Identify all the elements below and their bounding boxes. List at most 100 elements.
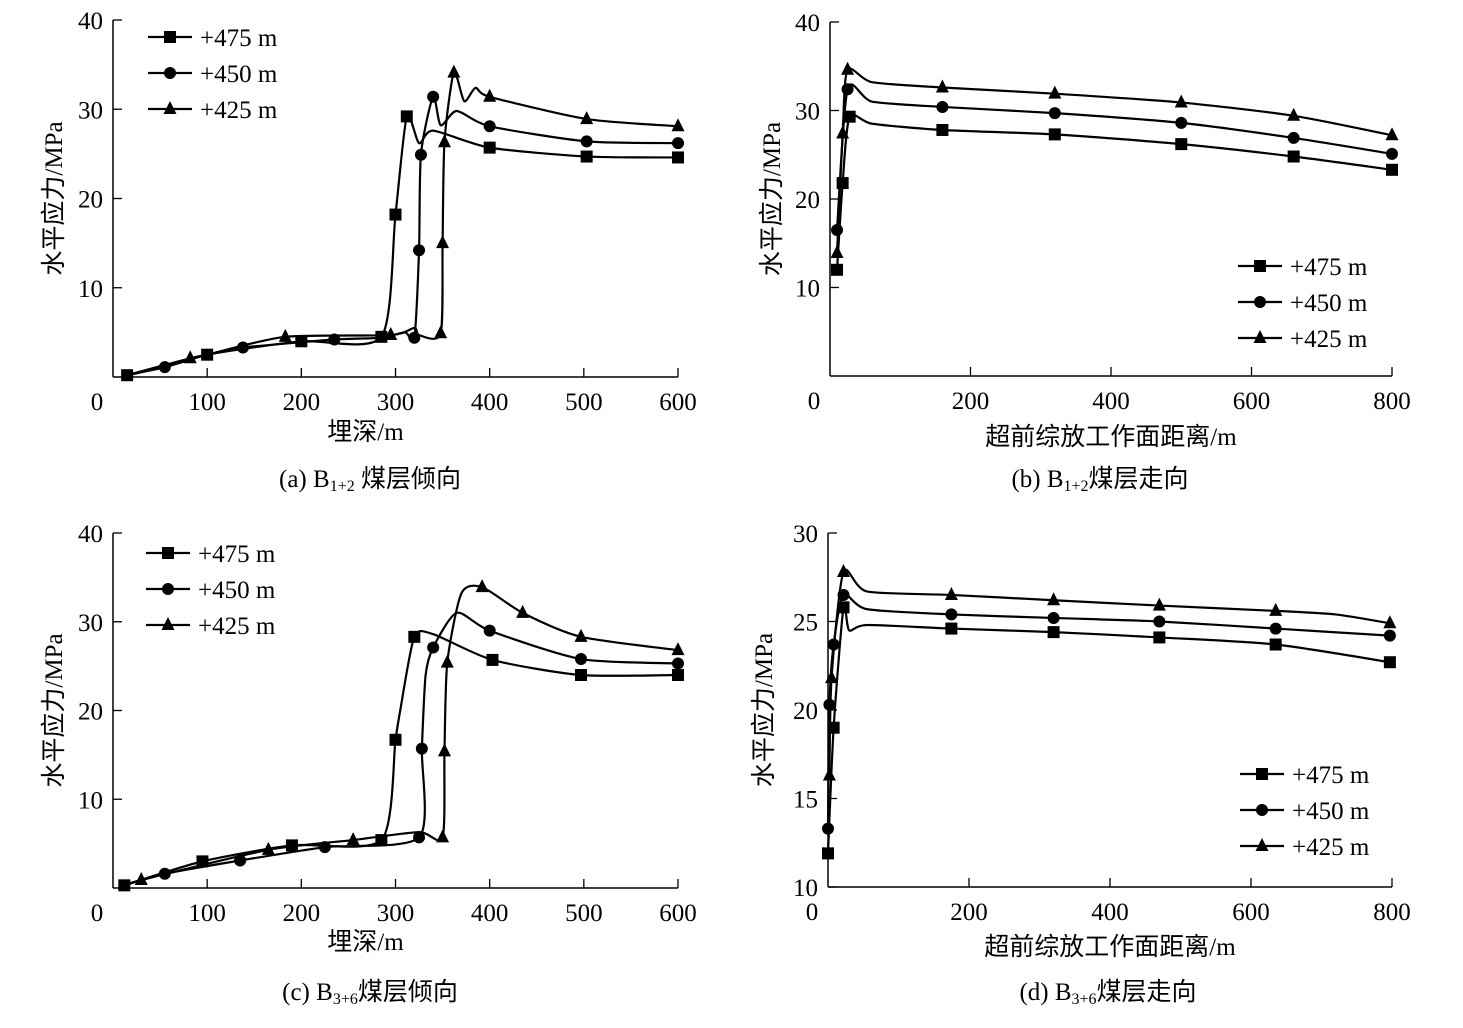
data-point-triangle xyxy=(822,767,836,781)
x-tick-label: 800 xyxy=(1373,899,1411,926)
data-point-triangle xyxy=(440,654,454,668)
x-tick-label: 800 xyxy=(1373,388,1411,415)
data-point-circle xyxy=(413,831,426,844)
caption-suffix: 煤层走向 xyxy=(1089,465,1189,493)
data-point-circle xyxy=(427,641,440,654)
x-axis-label: 埋深/m xyxy=(327,928,404,956)
x-axis-label: 超前综放工作面距离/m xyxy=(984,933,1236,961)
y-tick-label: 40 xyxy=(78,8,103,35)
x-tick-label: 600 xyxy=(659,900,697,927)
x-tick-label: 0 xyxy=(806,899,819,926)
legend-label: +425 m xyxy=(198,613,276,640)
data-point-triangle xyxy=(134,872,148,886)
x-tick-label: 600 xyxy=(1232,899,1270,926)
data-point-circle xyxy=(1287,131,1300,144)
data-point-square xyxy=(400,110,413,123)
data-point-circle xyxy=(1386,147,1398,160)
caption-prefix: (d) B xyxy=(1019,979,1071,1006)
caption-prefix: (b) B xyxy=(1011,466,1063,493)
data-point-square xyxy=(1047,626,1060,639)
y-axis-label: 水平应力/MPa xyxy=(40,121,68,275)
series-square xyxy=(118,629,684,892)
data-point-square xyxy=(1153,631,1166,644)
y-axis-label: 水平应力/MPa xyxy=(40,633,68,787)
caption-subscript: 3+6 xyxy=(333,991,358,1008)
series-circle xyxy=(123,611,684,887)
y-tick-label: 30 xyxy=(78,610,103,637)
y-tick-label: 40 xyxy=(78,521,103,548)
data-point-triangle xyxy=(841,61,855,75)
chart-caption: (a) B1+2 煤层倾向 xyxy=(279,465,461,495)
data-point-square xyxy=(672,151,684,164)
y-tick-label: 10 xyxy=(793,875,818,902)
series-line xyxy=(828,568,1391,776)
x-tick-label: 300 xyxy=(377,389,415,416)
data-point-circle xyxy=(1153,615,1166,628)
x-tick-label: 600 xyxy=(1233,388,1271,415)
data-point-triangle xyxy=(1383,615,1397,629)
series-square xyxy=(121,110,684,382)
legend-marker-circle xyxy=(1254,296,1266,308)
legend: +475 m +450 m +425 m xyxy=(146,541,276,640)
data-point-square xyxy=(672,669,684,681)
y-tick-label: 25 xyxy=(793,610,818,637)
data-point-circle xyxy=(1269,622,1282,635)
data-point-circle xyxy=(672,137,684,150)
series-triangle xyxy=(126,64,685,377)
x-tick-label: 600 xyxy=(659,389,697,416)
chart-caption: (b) B1+2煤层走向 xyxy=(1011,465,1188,495)
legend-label: +475 m xyxy=(200,25,278,52)
data-point-triangle xyxy=(434,325,448,339)
legend-marker-square xyxy=(164,31,176,43)
x-tick-label: 400 xyxy=(471,389,509,416)
legend-label: +450 m xyxy=(1290,290,1368,317)
y-tick-label: 30 xyxy=(795,99,820,126)
legend-label: +425 m xyxy=(200,97,278,124)
legend-label: +450 m xyxy=(200,61,278,88)
data-point-triangle xyxy=(346,832,360,846)
data-point-square xyxy=(483,141,496,154)
data-point-square xyxy=(1383,656,1396,669)
data-point-triangle xyxy=(825,670,839,684)
data-point-square xyxy=(389,208,402,221)
data-point-circle xyxy=(822,822,834,835)
y-tick-label: 15 xyxy=(793,787,818,814)
data-point-square xyxy=(575,669,588,681)
data-point-circle xyxy=(413,244,426,257)
x-tick-label: 200 xyxy=(283,389,321,416)
caption-suffix: 煤层倾向 xyxy=(358,978,458,1006)
series-line xyxy=(835,83,1393,231)
x-tick-label: 500 xyxy=(565,900,603,927)
data-point-square xyxy=(831,263,844,276)
chart-caption: (c) B3+6煤层倾向 xyxy=(282,978,458,1008)
x-tick-label: 0 xyxy=(808,388,821,415)
data-point-triangle xyxy=(475,579,489,593)
caption-suffix: 煤层走向 xyxy=(1097,978,1197,1006)
y-tick-label: 10 xyxy=(78,276,103,303)
x-tick-label: 400 xyxy=(1091,899,1129,926)
x-axis-label: 埋深/m xyxy=(327,418,404,446)
legend: +475 m +450 m +425 m xyxy=(1238,254,1368,353)
caption-prefix: (c) B xyxy=(282,979,333,1006)
data-point-triangle xyxy=(516,604,530,618)
y-tick-label: 20 xyxy=(795,187,820,214)
x-tick-label: 500 xyxy=(565,389,603,416)
y-tick-label: 30 xyxy=(78,97,103,124)
legend: +475 m +450 m +425 m xyxy=(148,25,278,124)
legend-label: +475 m xyxy=(1290,254,1368,281)
series-line xyxy=(126,113,679,377)
chart-panel-c: 0 100 200 300 400 500 600 10 20 30 40 埋深/m 水平应力/MPa +… xyxy=(40,521,697,1008)
legend-label: +475 m xyxy=(1292,762,1370,789)
legend-marker-circle xyxy=(162,583,174,595)
data-point-triangle xyxy=(574,628,588,642)
y-tick-label: 10 xyxy=(795,276,820,303)
data-point-triangle xyxy=(671,642,685,656)
x-tick-label: 300 xyxy=(377,900,415,927)
data-point-square xyxy=(936,123,949,136)
series-triangle xyxy=(830,61,1399,258)
x-axis-label: 超前综放工作面距离/m xyxy=(985,423,1237,451)
y-axis-label: 水平应力/MPa xyxy=(750,633,778,787)
data-point-triangle xyxy=(1047,592,1061,606)
data-point-triangle xyxy=(830,244,844,258)
x-tick-label: 100 xyxy=(188,389,226,416)
